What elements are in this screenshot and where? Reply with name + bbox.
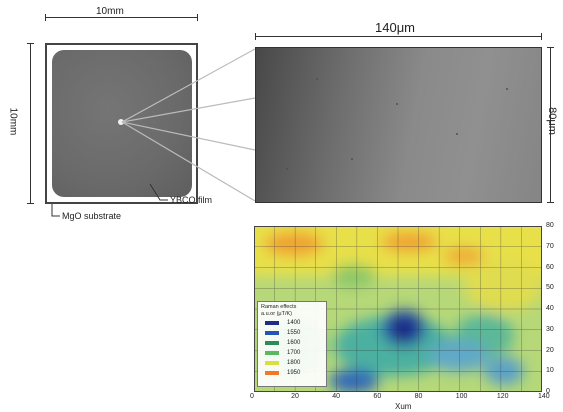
- substrate-label: MgO substrate: [62, 211, 122, 221]
- substrate-height-label: 10mm: [7, 107, 19, 136]
- y-tick-label: 60: [546, 263, 554, 271]
- legend-title: Raman effects: [261, 304, 297, 310]
- y-tick-label: 0: [546, 388, 550, 395]
- measurement-spot: [118, 119, 124, 125]
- x-tick-label: 40: [332, 393, 341, 400]
- legend-label: 1600: [287, 340, 301, 346]
- heatmap-border: [254, 226, 542, 392]
- film-label: YBCO film: [170, 195, 213, 205]
- micrograph-width-dimension-line: [255, 36, 542, 37]
- region-blue: [329, 369, 379, 392]
- region-orange: [381, 232, 437, 252]
- region-orange: [444, 247, 484, 265]
- legend-entry: 1950: [261, 368, 323, 378]
- surface-speck: [316, 78, 318, 80]
- legend-entries: 1400 1550 1600 1700 1800 1950: [261, 318, 323, 378]
- x-tick-label: 60: [373, 393, 382, 400]
- x-tick-label: 140: [538, 393, 550, 400]
- dimension-tick: [547, 202, 554, 203]
- x-tick-label: 20: [291, 393, 299, 400]
- dimension-tick: [541, 33, 542, 40]
- surface-speck: [506, 88, 508, 90]
- substrate-width-dimension-line: [45, 17, 198, 18]
- substrate-height-dimension-line: [30, 43, 31, 204]
- x-tick-label: 100: [455, 393, 468, 400]
- x-tick-label: 80: [414, 393, 423, 400]
- legend-label: 1950: [287, 370, 301, 376]
- legend-label: 1800: [287, 360, 301, 366]
- region-orange: [264, 232, 324, 256]
- legend-swatch: [265, 331, 279, 335]
- surface-speck: [351, 158, 353, 160]
- legend-entry: 1400: [261, 318, 323, 328]
- y-tick-label: 80: [546, 222, 554, 229]
- region-lightblue: [429, 340, 489, 372]
- legend-swatch: [265, 341, 279, 345]
- legend-entry: 1550: [261, 328, 323, 338]
- legend-entry: 1700: [261, 348, 323, 358]
- y-tick-label: 50: [546, 284, 554, 292]
- legend-label: 1700: [287, 350, 301, 356]
- region-green: [332, 264, 376, 288]
- micrograph-width-label: 140μm: [375, 20, 416, 35]
- legend-label: 1550: [287, 330, 301, 336]
- x-tick-label: 120: [496, 393, 509, 400]
- dimension-tick: [547, 47, 554, 48]
- legend-subtitle: a.u.or (μT/K): [261, 311, 292, 317]
- region-yellow: [464, 261, 542, 311]
- legend-entry: 1800: [261, 358, 323, 368]
- dimension-tick: [255, 33, 256, 40]
- y-tick-label: 30: [546, 325, 554, 333]
- legend-swatch: [265, 351, 279, 355]
- x-tick-label: 0: [250, 393, 254, 400]
- dimension-tick: [27, 203, 34, 204]
- legend-swatch: [265, 321, 279, 325]
- legend-swatch: [265, 371, 279, 375]
- legend-entry: 1600: [261, 338, 323, 348]
- micrograph-height-dimension-line: [550, 47, 551, 203]
- y-tick-label: 70: [546, 242, 554, 250]
- y-tick-label: 10: [546, 367, 554, 375]
- surface-speck: [286, 168, 288, 170]
- dimension-tick: [27, 43, 34, 44]
- surface-speck: [396, 103, 398, 105]
- surface-speck: [456, 133, 458, 135]
- substrate-width-label: 10mm: [96, 6, 124, 17]
- x-axis-label: Xum: [395, 403, 412, 411]
- film-micrograph: [255, 47, 542, 203]
- micrograph-height-label: 80μm: [545, 107, 558, 135]
- dimension-tick: [197, 14, 198, 21]
- legend-swatch: [265, 361, 279, 365]
- y-tick-label: 40: [546, 305, 554, 312]
- y-tick-label: 20: [546, 346, 554, 354]
- heatmap-legend: Raman effects a.u.or (μT/K) 1400 1550 1600…: [257, 301, 327, 387]
- dimension-tick: [45, 14, 46, 21]
- legend-label: 1400: [287, 320, 301, 326]
- substrate-callout-line: [51, 204, 60, 217]
